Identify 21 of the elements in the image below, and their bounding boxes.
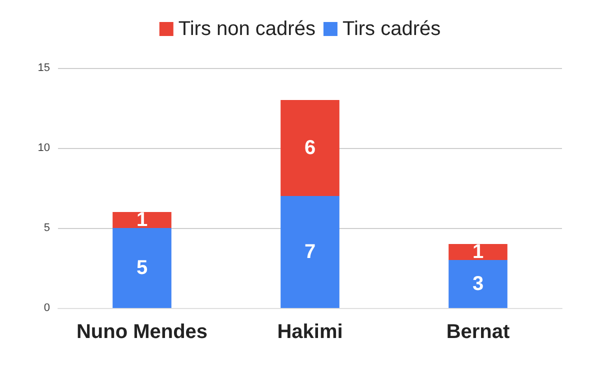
bar bbox=[448, 260, 508, 308]
data-label: 1 bbox=[136, 209, 148, 231]
legend-label: Tirs cadrés bbox=[342, 18, 441, 40]
data-label: 7 bbox=[304, 241, 316, 263]
y-tick-label: 5 bbox=[44, 222, 50, 234]
data-label: 5 bbox=[136, 257, 148, 279]
data-label: 3 bbox=[472, 273, 484, 295]
bar bbox=[448, 244, 508, 260]
bar bbox=[112, 228, 172, 308]
y-tick-label: 15 bbox=[38, 62, 50, 74]
bar bbox=[112, 212, 172, 228]
x-tick-label: Nuno Mendes bbox=[76, 321, 208, 343]
x-tick-label: Hakimi bbox=[277, 321, 343, 343]
bar bbox=[280, 100, 340, 196]
y-tick-label: 0 bbox=[44, 302, 50, 314]
y-tick-label: 10 bbox=[38, 142, 50, 154]
legend-label: Tirs non cadrés bbox=[178, 18, 316, 40]
x-tick-label: Bernat bbox=[446, 321, 510, 343]
bar bbox=[280, 196, 340, 308]
data-label: 6 bbox=[304, 137, 316, 159]
data-label: 1 bbox=[472, 241, 484, 263]
